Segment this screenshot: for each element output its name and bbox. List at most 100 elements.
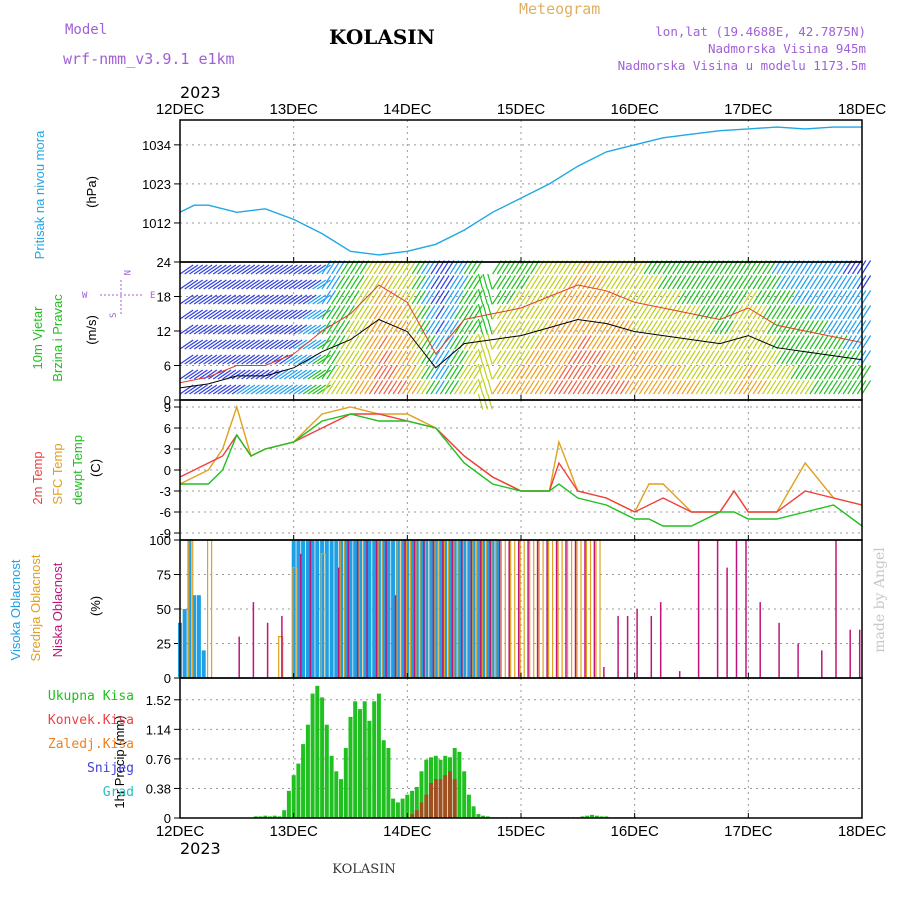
wind-barb [420,350,431,365]
wind-barb [217,339,232,350]
wind-barb [534,305,545,320]
wind-barb [686,365,696,380]
wind-barb [724,365,734,380]
wind-barb [776,380,786,395]
wind-barb [681,290,692,305]
wind-barb [264,294,279,305]
wind-barb [847,320,857,335]
wind-barb [368,275,379,290]
wind-barb [179,324,194,335]
wind-barb [222,339,237,350]
wind-barb [605,320,616,335]
wind-barb [515,290,526,305]
wind-barb [539,350,550,365]
wind-barb [662,275,673,290]
precip-bar-0 [353,701,358,818]
wind-barb [766,380,777,395]
wind-barb [274,279,289,290]
cloud-bar-high [339,540,343,678]
wind-barb [629,305,640,320]
wind-barb [529,305,540,320]
wind-barb [780,350,791,365]
precip-bar-1 [433,779,438,818]
wind-barb [189,384,204,395]
wind-barb [449,320,460,335]
wind-barb [335,365,346,380]
bottom-day-label: 12DEC [156,823,205,840]
wind-barb [861,320,872,335]
wind-barb [681,380,692,395]
wind-barb [563,380,573,395]
wind-barb [837,275,848,290]
wind-barb [804,305,815,320]
wind-barb [591,305,602,320]
wind-barb [747,350,758,365]
wind-barb [316,339,331,350]
wind-barb [179,339,194,350]
precip-bar-0 [296,763,301,818]
wind-barb [298,279,312,290]
wind-barb [482,273,488,290]
wind-barb [700,350,711,365]
wind-barb [406,320,417,335]
wind-barb [359,365,370,380]
wind-barb [231,339,246,350]
wind-barb [676,290,687,305]
wind-barb [359,380,370,395]
precip-bar-1 [424,794,429,818]
wind-barb [563,365,573,380]
wind-barb [823,290,834,305]
wind-barb [449,335,460,350]
wind-barb [757,320,768,335]
wind-barb [444,380,455,395]
wind-barb [539,335,550,350]
wind-barb [212,384,227,395]
wind-barb [425,350,436,365]
wind-barb [260,384,275,395]
wind-barb [515,305,526,320]
wind-barb [728,320,739,335]
wind-barb [548,365,559,380]
wind-barb [420,275,431,290]
wind-barb [411,380,422,395]
wind-barb [345,365,355,380]
wind-barb [307,279,322,290]
wind-barb [624,335,635,350]
wind-barb [241,309,256,320]
wind-barb [236,294,251,305]
wind-barb [203,324,218,335]
wind-barb [833,320,843,335]
wind-barb [506,335,516,350]
wind-barb [809,380,820,395]
wind-barb [837,320,848,335]
wind-barb [501,275,512,290]
wind-barb [260,324,275,335]
wind-barb [250,384,265,395]
wind-barb [212,339,227,350]
wind-barb [709,335,720,350]
wind-barb [316,264,331,275]
bottom-day-label: 18DEC [838,823,887,840]
wind-barb [468,305,479,320]
precip-bar-0 [291,775,296,818]
wind-barb [368,365,379,380]
wind-barb [624,320,635,335]
wind-barb [298,264,312,275]
wind-barb [814,290,824,305]
wind-barb [638,380,649,395]
wind-barb [193,339,208,350]
wind-barb [208,264,222,275]
wind-barb [847,305,857,320]
wind-barb [406,305,417,320]
cloud-bar-mid [557,539,563,679]
wind-barb [468,350,479,365]
wind-barb [686,335,696,350]
wind-barb [189,279,204,290]
wind-barb [312,264,327,275]
wind-barb [728,335,739,350]
wind-barb [458,350,469,365]
wind-barb [321,365,332,380]
wind-barb [847,380,857,395]
wind-barb [695,275,706,290]
wind-barb [747,275,758,290]
